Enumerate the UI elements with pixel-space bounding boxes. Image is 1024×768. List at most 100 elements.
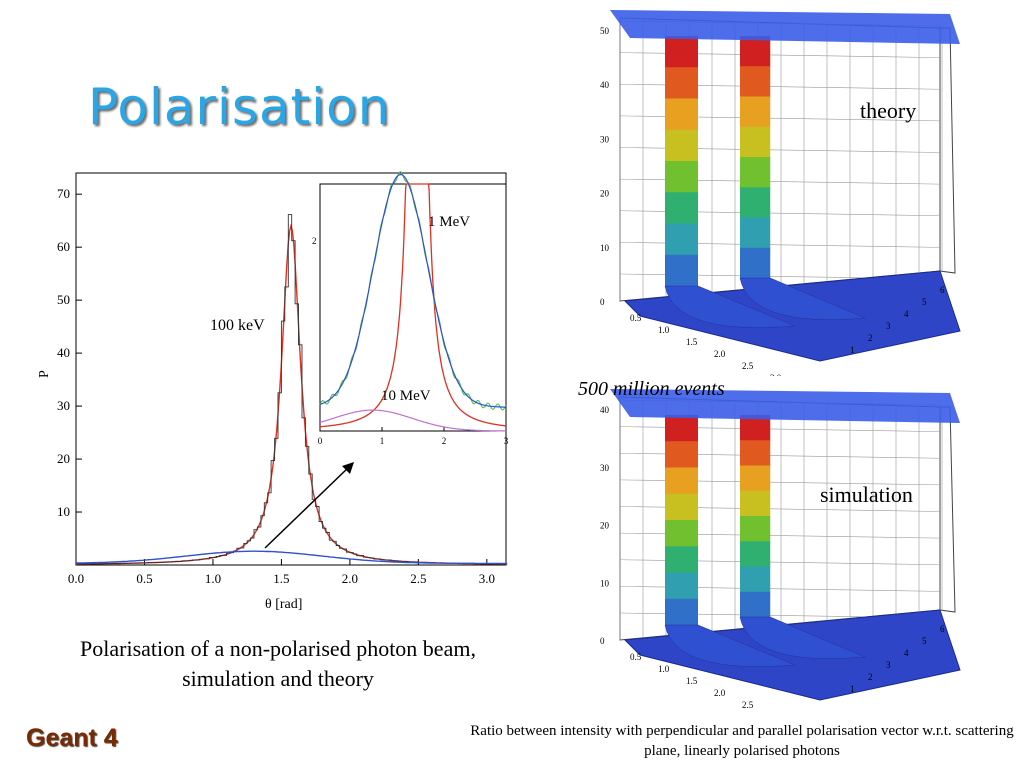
ridge-band — [665, 572, 698, 600]
phi-tick-label: 2 — [868, 672, 873, 682]
theta-tick-label: 1.5 — [686, 337, 698, 347]
x-tick-label: 1.5 — [273, 571, 289, 586]
ridge-band — [665, 67, 698, 100]
ridge-band — [665, 415, 698, 443]
x-tick-label: 1.0 — [205, 571, 221, 586]
phi-tick-label: 1 — [850, 684, 855, 694]
y-axis-label: P — [37, 370, 52, 378]
z-tick-label: 20 — [600, 521, 610, 531]
ridge-band — [740, 516, 771, 543]
x-tick-label: 2.5 — [410, 571, 426, 586]
theory-label: theory — [860, 98, 917, 123]
inset-10mev-curve — [319, 409, 506, 432]
ridge-tail — [739, 616, 866, 659]
z-tick-label: 30 — [600, 463, 610, 473]
y-tick-label: 70 — [57, 186, 70, 201]
phi-tick-label: 3 — [886, 321, 891, 331]
low-energy-curve — [76, 550, 506, 565]
phi-tick-label: 6 — [940, 285, 945, 295]
ridge-band — [665, 98, 698, 131]
inset-theory-curve — [319, 183, 507, 428]
theta-tick-label: 2.5 — [742, 700, 754, 710]
inset-arrow-head — [342, 462, 354, 474]
z-tick-label: 10 — [600, 578, 610, 588]
ridge-band — [740, 541, 771, 568]
ridge-band — [740, 465, 771, 492]
inset-frame — [319, 183, 507, 432]
inset-x-tick-label: 1 — [380, 436, 385, 446]
y-tick-label: 30 — [57, 398, 70, 413]
top-plane — [610, 389, 960, 423]
theta-tick-label: 2.0 — [714, 688, 726, 698]
right-caption: Ratio between intensity with perpendicul… — [470, 723, 1014, 759]
theta-tick-label: 0.5 — [630, 652, 642, 662]
inset-y-tick-label: 2 — [312, 236, 317, 246]
inset-arrow — [264, 465, 351, 549]
ridge-band — [665, 493, 698, 521]
z-tick-label: 40 — [600, 80, 610, 90]
top-plane — [610, 10, 960, 44]
z-tick-label: 0 — [600, 297, 605, 307]
ridge-tail — [664, 624, 796, 667]
theta-tick-label: 1.5 — [686, 676, 698, 686]
phi-tick-label: 5 — [922, 297, 927, 307]
ridge-band — [740, 217, 771, 249]
z-tick-label: 30 — [600, 134, 610, 144]
x-tick-label: 3.0 — [479, 571, 495, 586]
phi-tick-label: 1 — [850, 345, 855, 355]
theta-tick-label: 0.5 — [630, 313, 642, 323]
annotation-100kev: 100 keV — [210, 317, 265, 334]
ridge-band — [740, 96, 771, 128]
theta-tick-label: 3.0 — [770, 373, 782, 376]
ridge-band — [740, 490, 771, 517]
z-tick-label: 20 — [600, 189, 610, 199]
phi-tick-label: 2 — [868, 333, 873, 343]
theta-tick-label: 2.0 — [714, 349, 726, 359]
z-tick-label: 0 — [600, 636, 605, 646]
ridge-band — [665, 36, 698, 69]
ridge-band — [740, 566, 771, 593]
ridge-band — [740, 157, 771, 189]
inset-x-tick-label: 3 — [504, 436, 509, 446]
theta-tick-label: 1.0 — [658, 664, 670, 674]
annotation-1mev: 1 MeV — [428, 214, 470, 230]
simulation-surface-plot: 0 10 20 30 40 0.5 1.0 1.5 2.0 2.5 1 2 3 4 5 6 — [600, 389, 961, 710]
x-tick-label: 0.0 — [68, 571, 84, 586]
ridge-tail — [739, 277, 866, 320]
ridge-band — [740, 187, 771, 219]
annotation-10mev: 10 MeV — [381, 388, 431, 404]
geant4-logo: Geant 4 — [26, 724, 118, 752]
ridge-band — [740, 247, 771, 279]
y-tick-label: 50 — [57, 292, 70, 307]
theory-surface-plot: 0 10 20 30 40 50 0.5 1.0 1.5 2.0 2.5 3.0 1 2 3 4 5 6 — [600, 10, 961, 376]
ridge-band — [665, 546, 698, 574]
simulation-label: simulation — [820, 482, 913, 507]
y-tick-label: 60 — [57, 239, 70, 254]
inset-1mev-curve — [319, 173, 506, 408]
y-tick-label: 20 — [57, 451, 70, 466]
ridge-band — [665, 520, 698, 548]
slide-title: Polarisation — [88, 78, 391, 136]
ridge-band — [665, 192, 698, 225]
events-label: 500 million events — [578, 378, 725, 400]
ridge-band — [665, 129, 698, 162]
inset-x-tick-label: 2 — [442, 436, 447, 446]
phi-tick-label: 3 — [886, 660, 891, 670]
ridge-band — [665, 223, 698, 256]
z-tick-label: 10 — [600, 243, 610, 253]
y-tick-label: 10 — [57, 504, 70, 519]
ridge-band — [740, 440, 771, 467]
ridge-tail — [664, 285, 796, 328]
ridge-band — [665, 161, 698, 194]
ridge-band — [665, 467, 698, 495]
x-tick-label: 0.5 — [136, 571, 152, 586]
theta-tick-label: 2.5 — [742, 361, 754, 371]
theta-tick-label: 1.0 — [658, 325, 670, 335]
x-axis-label: θ [rad] — [265, 597, 302, 612]
ridge-band — [740, 66, 771, 98]
ridge-band — [740, 591, 771, 618]
ridge-band — [740, 36, 771, 68]
phi-tick-label: 5 — [922, 636, 927, 646]
ridge-band — [740, 126, 771, 158]
